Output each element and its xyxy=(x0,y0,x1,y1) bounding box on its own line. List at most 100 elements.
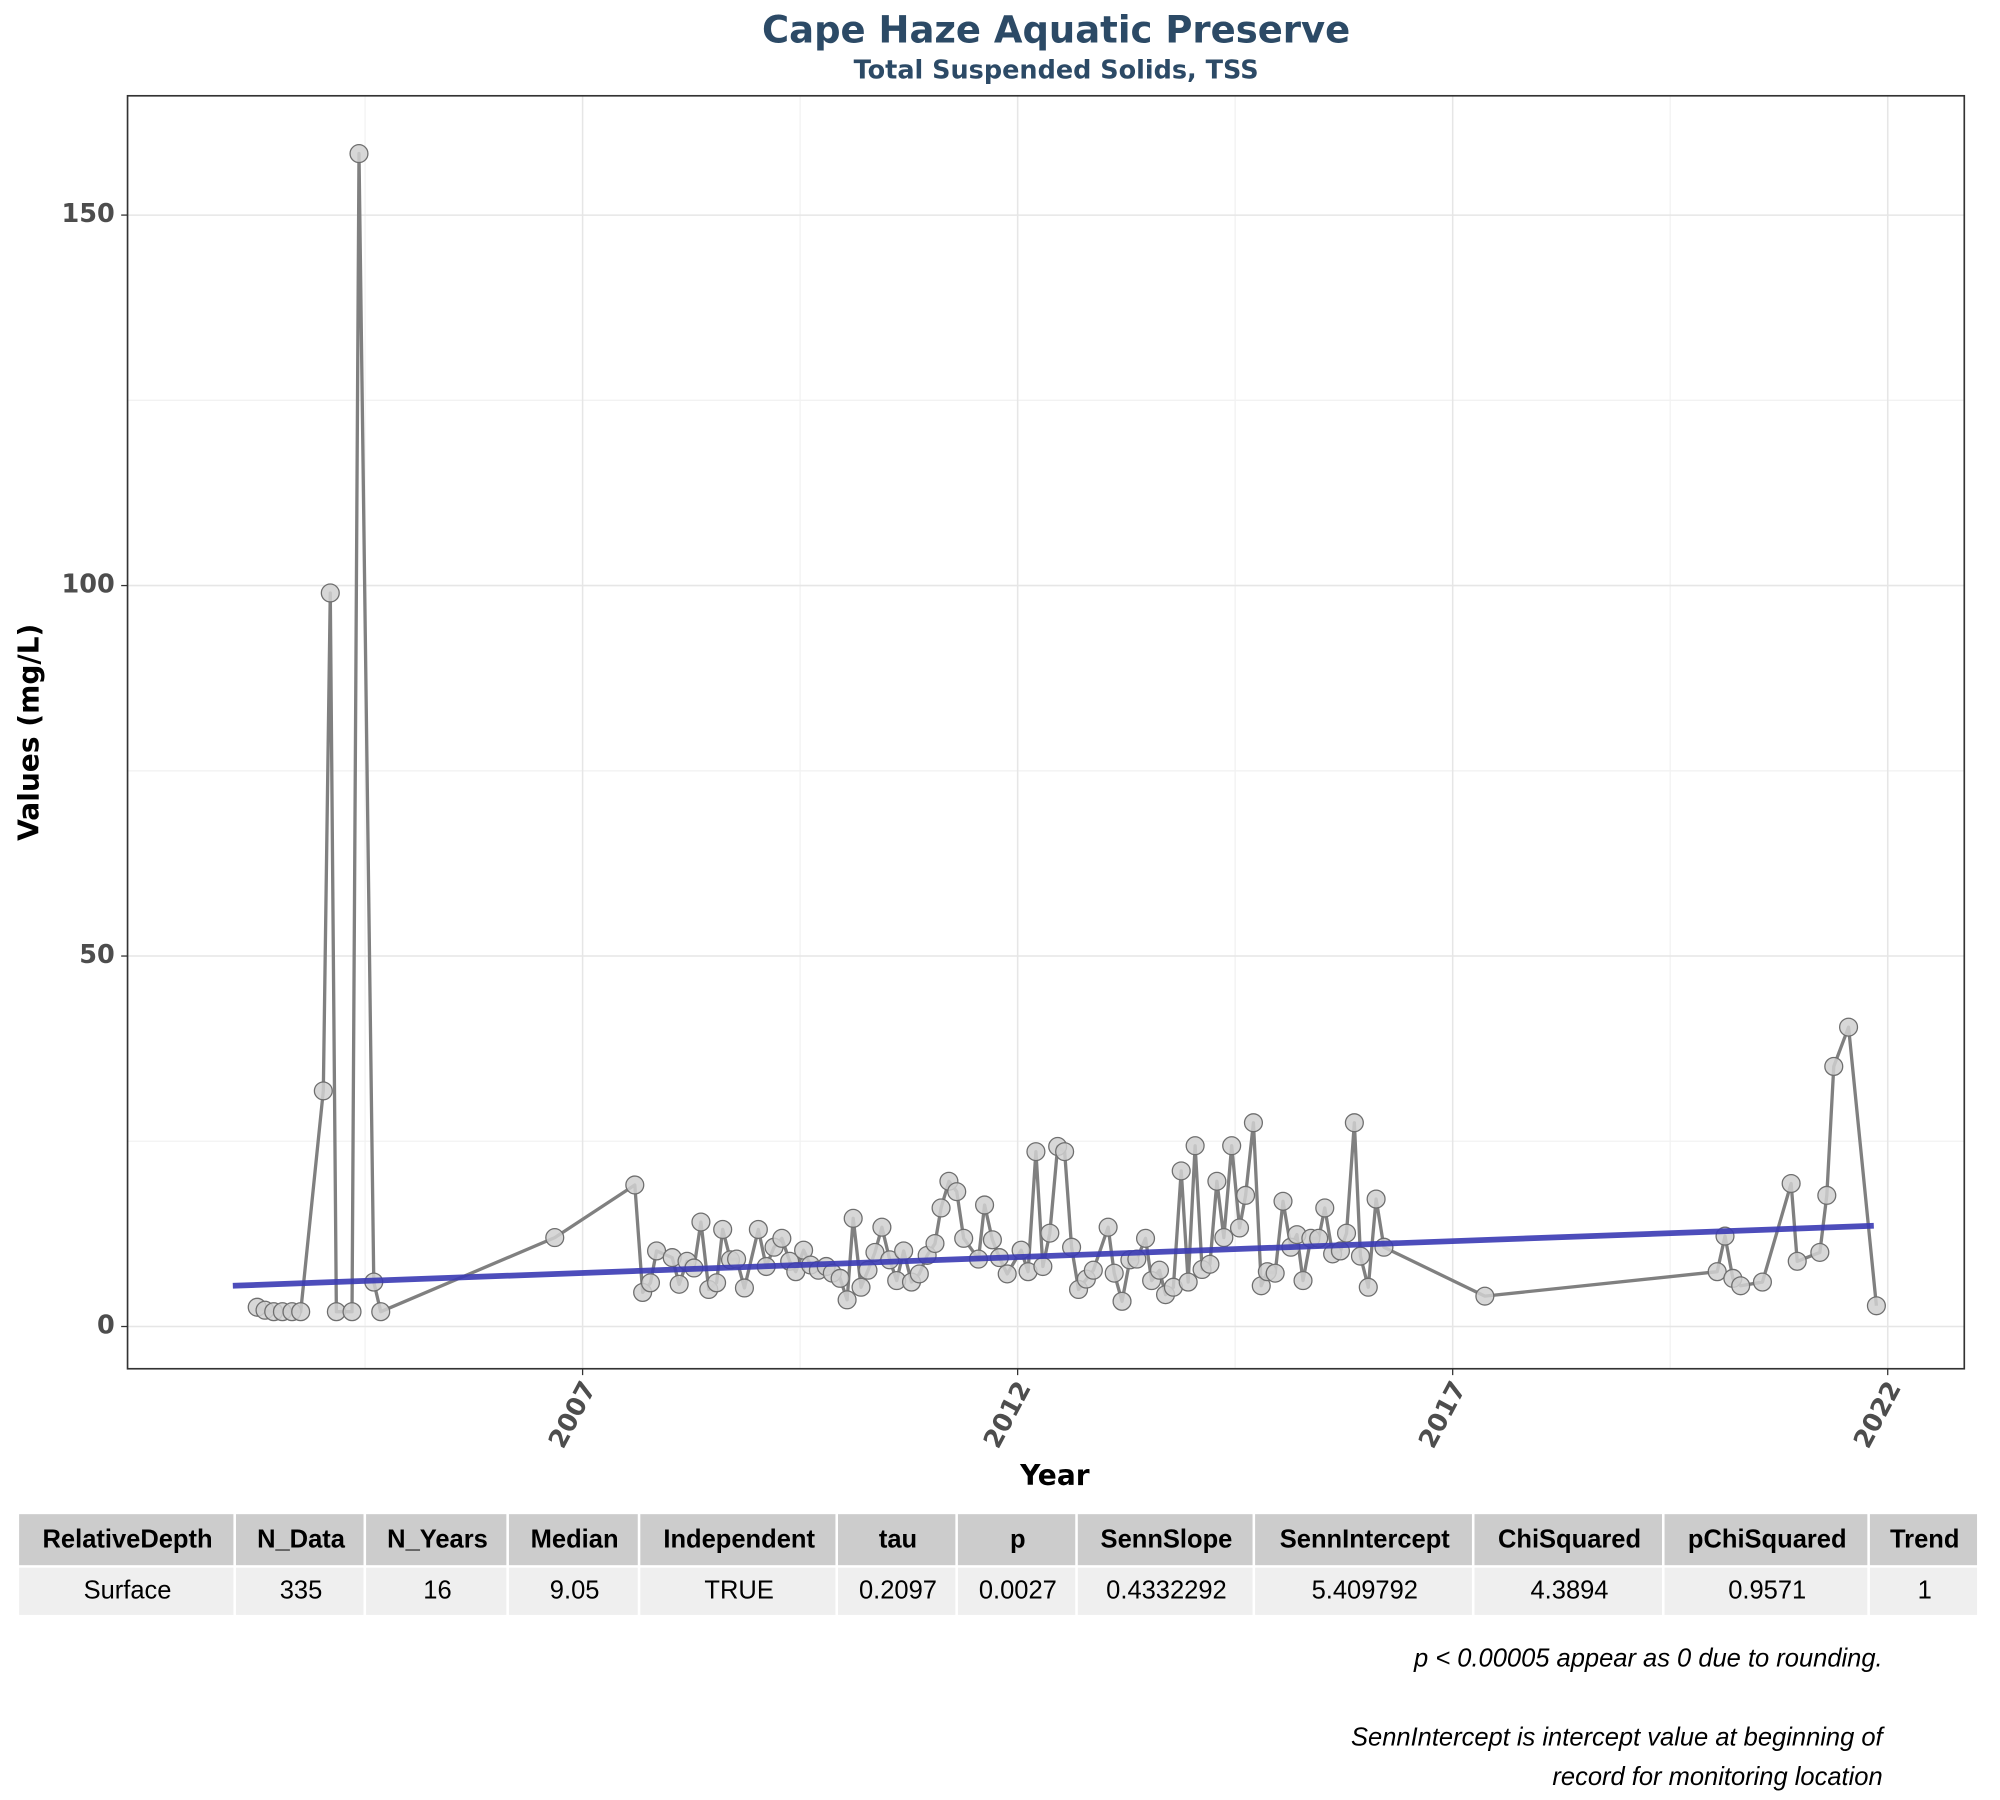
data-point xyxy=(1200,1254,1220,1274)
data-point xyxy=(1273,1191,1293,1211)
cell-text: 335 xyxy=(280,1577,323,1605)
data-point xyxy=(975,1195,995,1215)
cell-text: 4.3894 xyxy=(1531,1577,1609,1605)
header-cell xyxy=(1869,1514,1978,1566)
table-cell xyxy=(957,1567,1076,1615)
plot-border xyxy=(126,94,1966,1370)
table-cell xyxy=(366,1567,507,1615)
data-point xyxy=(545,1228,565,1248)
data-point xyxy=(1135,1228,1156,1248)
header-text: tau xyxy=(879,1526,917,1554)
header-cell xyxy=(235,1514,364,1566)
header-cell xyxy=(508,1514,638,1566)
data-point xyxy=(1026,1142,1046,1162)
data-point xyxy=(1040,1223,1060,1243)
data-point xyxy=(997,1264,1017,1284)
data-point xyxy=(1358,1277,1378,1297)
data-point xyxy=(1817,1185,1837,1205)
header-cell xyxy=(640,1514,836,1566)
header-cell xyxy=(19,1514,234,1566)
table-cell xyxy=(640,1567,836,1615)
plot-area: 0 50 100 150 2007 2012 2017 2022 xyxy=(62,94,1966,1454)
table-cell xyxy=(1664,1567,1868,1615)
data-point xyxy=(1824,1056,1844,1077)
y-axis-label: Values (mg/L) xyxy=(13,624,46,841)
data-point xyxy=(1112,1291,1132,1311)
table-cell xyxy=(508,1567,638,1615)
x-tick-label: 2022 xyxy=(1848,1377,1908,1454)
data-point xyxy=(1731,1276,1751,1296)
data-point xyxy=(947,1182,967,1202)
data-point xyxy=(669,1274,689,1294)
header-text: SennIntercept xyxy=(1280,1526,1451,1554)
data-point xyxy=(640,1273,661,1293)
data-point xyxy=(894,1241,914,1261)
cell-text: TRUE xyxy=(704,1577,773,1605)
cell-text: 0.9571 xyxy=(1728,1577,1806,1605)
header-cell xyxy=(1664,1514,1868,1566)
chart-title: Cape Haze Aquatic Preserve xyxy=(762,9,1350,52)
data-point xyxy=(909,1264,929,1284)
header-text: Independent xyxy=(663,1526,815,1554)
x-tick-label: 2017 xyxy=(1413,1377,1473,1454)
cell-text: 0.2097 xyxy=(859,1577,937,1605)
data-point xyxy=(872,1217,892,1237)
x-tick-label: 2012 xyxy=(978,1377,1038,1454)
data-point xyxy=(830,1268,850,1288)
table-cell xyxy=(19,1567,234,1615)
header-cell xyxy=(1474,1514,1662,1566)
data-point xyxy=(1336,1223,1357,1243)
data-point xyxy=(931,1198,951,1218)
cell-text: 0.4332292 xyxy=(1106,1577,1227,1605)
data-point xyxy=(925,1233,945,1254)
cell-text: 9.05 xyxy=(550,1577,600,1605)
data-point xyxy=(837,1290,857,1310)
data-point xyxy=(1171,1161,1191,1181)
data-point xyxy=(1838,1017,1859,1037)
header-text: SennSlope xyxy=(1101,1526,1233,1554)
data-point xyxy=(1033,1256,1053,1277)
header-text: N_Years xyxy=(387,1526,488,1554)
data-point xyxy=(1178,1272,1198,1292)
table-cell xyxy=(1869,1567,1978,1615)
data-point xyxy=(713,1219,733,1240)
header-cell xyxy=(1077,1514,1253,1566)
data-point xyxy=(772,1228,792,1248)
note: p < 0.00005 appear as 0 due to rounding. xyxy=(1413,1644,1883,1672)
data-point xyxy=(625,1175,645,1195)
data-point xyxy=(1810,1242,1830,1262)
table-cell xyxy=(235,1567,364,1615)
y-tick-label: 50 xyxy=(79,940,114,970)
note: SennIntercept is intercept value at begi… xyxy=(1351,1723,1886,1751)
header-text: Trend xyxy=(1890,1526,1959,1554)
data-point xyxy=(1149,1260,1170,1280)
table-cell xyxy=(1474,1567,1662,1615)
data-point xyxy=(954,1228,974,1248)
data-point xyxy=(1866,1296,1886,1316)
stats-table: RelativeDepth Surface N_Data 335 N_Years 16 Me… xyxy=(19,1514,1978,1615)
data-point xyxy=(1243,1113,1263,1133)
data-point xyxy=(1315,1198,1335,1218)
trend-line xyxy=(232,1222,1874,1289)
data-point xyxy=(1222,1136,1242,1156)
data-point xyxy=(1350,1246,1371,1266)
data-point xyxy=(1752,1272,1772,1292)
data-point xyxy=(320,583,340,603)
header-cell xyxy=(366,1514,507,1566)
data-point xyxy=(371,1302,391,1322)
data-point xyxy=(342,1302,362,1322)
data-point xyxy=(707,1273,727,1293)
data-point xyxy=(843,1208,863,1228)
header-text: ChiSquared xyxy=(1498,1526,1641,1554)
table-cell xyxy=(1255,1567,1472,1615)
note: record for monitoring location xyxy=(1552,1763,1882,1791)
header-text: Median xyxy=(531,1526,619,1554)
data-point xyxy=(313,1081,333,1101)
data-point xyxy=(1185,1136,1205,1156)
data-point xyxy=(1229,1218,1250,1238)
data-point xyxy=(1787,1251,1807,1271)
data-line xyxy=(256,151,1879,1314)
cell-text: 0.0027 xyxy=(979,1577,1057,1605)
y-tick-label: 0 xyxy=(97,1311,115,1341)
